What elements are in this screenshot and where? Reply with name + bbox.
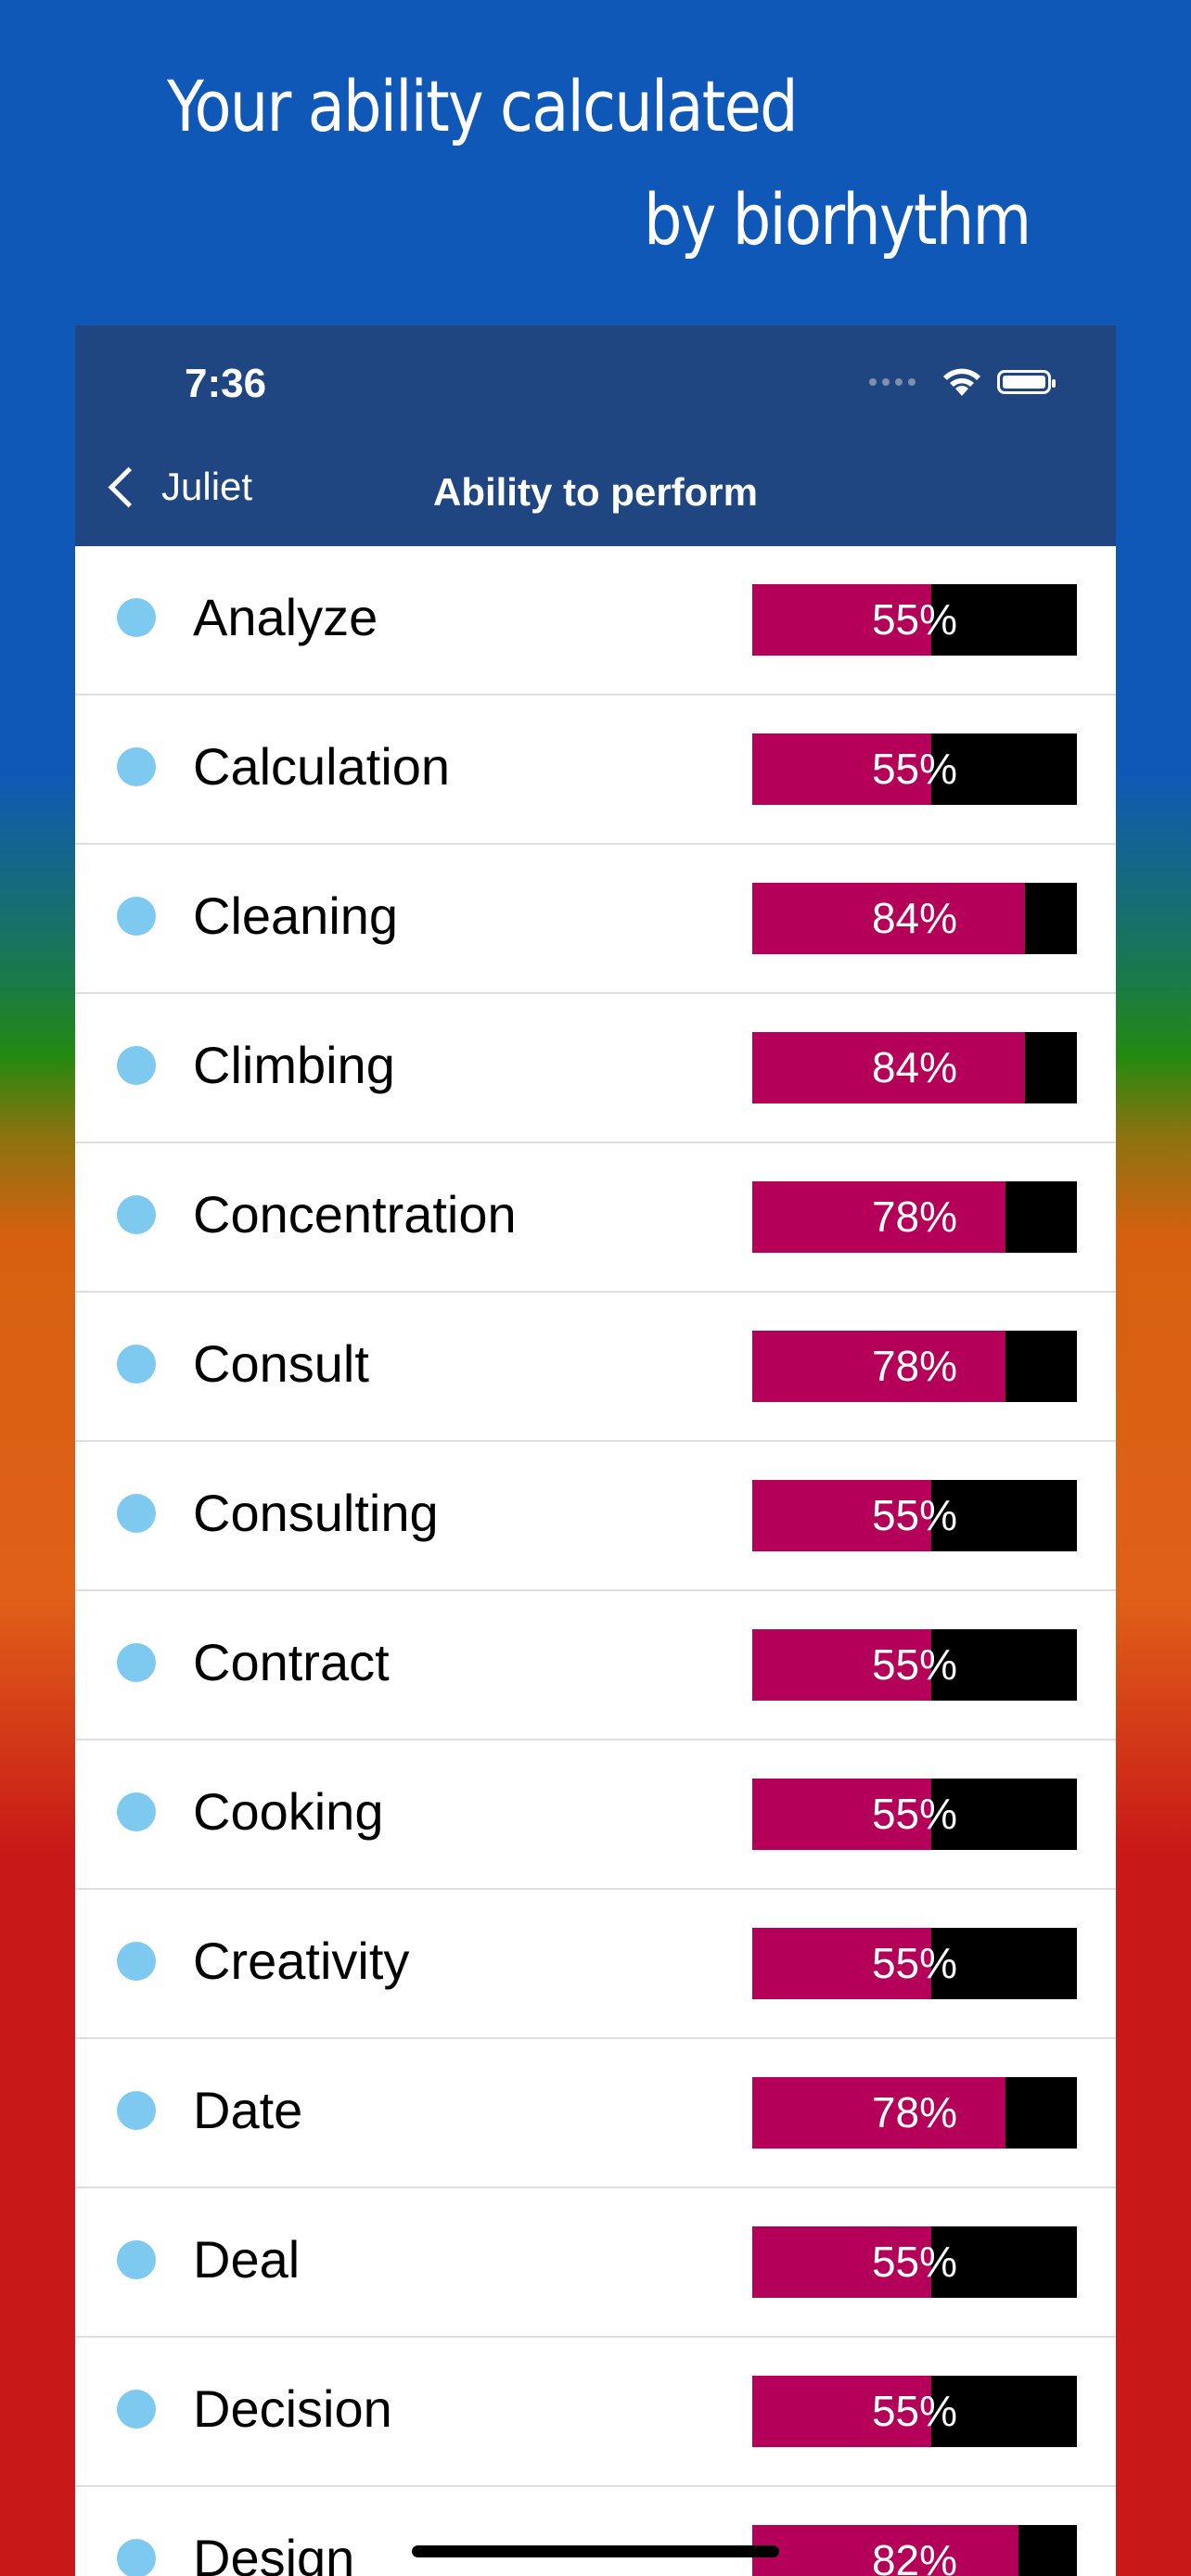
percent-label: 55% bbox=[871, 2238, 958, 2286]
bullet-icon bbox=[117, 897, 156, 936]
percent-label: 55% bbox=[871, 2387, 958, 2435]
progress-fill bbox=[752, 2376, 931, 2447]
ability-progress-bar: 84% bbox=[752, 883, 1077, 954]
bullet-icon bbox=[117, 2390, 156, 2429]
percent-label: 55% bbox=[871, 745, 958, 793]
percent-label: 55% bbox=[871, 1939, 958, 1987]
bullet-icon bbox=[117, 1046, 156, 1085]
ability-name: Contract bbox=[193, 1633, 390, 1691]
ability-progress-bar: 78% bbox=[752, 1331, 1077, 1402]
ability-list: Analyze 55% Calculation 55% Cleaning 84% Climb… bbox=[75, 546, 1116, 2576]
ability-progress-bar: 78% bbox=[752, 1181, 1077, 1253]
list-item[interactable]: Decision 55% bbox=[75, 2338, 1116, 2487]
ability-name: Design bbox=[193, 2529, 355, 2576]
ability-progress-bar: 55% bbox=[752, 2376, 1077, 2447]
back-label: Juliet bbox=[161, 465, 253, 508]
list-item[interactable]: Cleaning 84% bbox=[75, 845, 1116, 994]
progress-fill bbox=[752, 733, 931, 805]
percent-label: 78% bbox=[871, 1192, 958, 1241]
percent-label: 84% bbox=[871, 894, 958, 942]
bullet-icon bbox=[117, 2091, 156, 2130]
ability-progress-bar: 78% bbox=[752, 2077, 1077, 2149]
percent-label: 55% bbox=[871, 1640, 958, 1689]
list-item[interactable]: Deal 55% bbox=[75, 2188, 1116, 2338]
list-item[interactable]: Consulting 55% bbox=[75, 1442, 1116, 1591]
ability-name: Deal bbox=[193, 2230, 301, 2289]
navigation-bar: 7:36 Juliet Ability to perform bbox=[75, 325, 1116, 546]
bullet-icon bbox=[117, 1195, 156, 1234]
ability-name: Consult bbox=[193, 1334, 369, 1393]
progress-fill bbox=[752, 1480, 931, 1551]
ability-name: Creativity bbox=[193, 1932, 410, 1990]
percent-label: 78% bbox=[871, 1342, 958, 1390]
progress-fill bbox=[752, 2226, 931, 2298]
ability-name: Concentration bbox=[193, 1185, 517, 1243]
promo-headline-line2: by biorhythm bbox=[644, 178, 1031, 261]
ability-progress-bar: 55% bbox=[752, 1779, 1077, 1850]
progress-fill bbox=[752, 1331, 1005, 1402]
home-indicator bbox=[412, 2545, 779, 2557]
progress-fill bbox=[752, 2077, 1005, 2149]
progress-fill bbox=[752, 2525, 1018, 2576]
bullet-icon bbox=[117, 2240, 156, 2279]
list-item[interactable]: Creativity 55% bbox=[75, 1890, 1116, 2039]
ability-name: Climbing bbox=[193, 1036, 395, 1094]
list-item[interactable]: Design 82% bbox=[75, 2487, 1116, 2576]
bullet-icon bbox=[117, 598, 156, 637]
list-item[interactable]: Date 78% bbox=[75, 2039, 1116, 2188]
status-time: 7:36 bbox=[185, 361, 267, 406]
list-item[interactable]: Cooking 55% bbox=[75, 1741, 1116, 1890]
percent-label: 55% bbox=[871, 1491, 958, 1539]
percent-label: 84% bbox=[871, 1043, 958, 1091]
back-button[interactable]: Juliet bbox=[103, 465, 252, 509]
ability-name: Calculation bbox=[193, 737, 451, 796]
ability-name: Decision bbox=[193, 2379, 392, 2438]
percent-label: 55% bbox=[871, 595, 958, 644]
ability-progress-bar: 55% bbox=[752, 1928, 1077, 1999]
progress-fill bbox=[752, 584, 931, 656]
battery-icon bbox=[997, 370, 1056, 394]
progress-fill bbox=[752, 1928, 931, 1999]
ability-progress-bar: 55% bbox=[752, 1629, 1077, 1701]
list-item[interactable]: Concentration 78% bbox=[75, 1143, 1116, 1293]
ability-progress-bar: 55% bbox=[752, 584, 1077, 656]
list-item[interactable]: Analyze 55% bbox=[75, 546, 1116, 695]
cellular-signal-icon bbox=[869, 378, 916, 386]
ability-name: Cleaning bbox=[193, 886, 399, 945]
status-icons bbox=[869, 366, 1056, 398]
progress-fill bbox=[752, 1779, 931, 1850]
list-item[interactable]: Consult 78% bbox=[75, 1293, 1116, 1442]
bullet-icon bbox=[117, 1643, 156, 1682]
ability-name: Cooking bbox=[193, 1782, 384, 1841]
percent-label: 78% bbox=[871, 2088, 958, 2136]
bullet-icon bbox=[117, 1345, 156, 1384]
list-item[interactable]: Contract 55% bbox=[75, 1591, 1116, 1741]
list-item[interactable]: Climbing 84% bbox=[75, 994, 1116, 1143]
ability-progress-bar: 55% bbox=[752, 1480, 1077, 1551]
bullet-icon bbox=[117, 1792, 156, 1831]
ability-name: Consulting bbox=[193, 1484, 439, 1542]
list-item[interactable]: Calculation 55% bbox=[75, 695, 1116, 845]
bullet-icon bbox=[117, 2539, 156, 2576]
page-title: Ability to perform bbox=[432, 470, 758, 514]
progress-fill bbox=[752, 1629, 931, 1701]
ability-progress-bar: 55% bbox=[752, 733, 1077, 805]
progress-fill bbox=[752, 1032, 1025, 1103]
ability-progress-bar: 55% bbox=[752, 2226, 1077, 2298]
bullet-icon bbox=[117, 1942, 156, 1981]
bullet-icon bbox=[117, 747, 156, 786]
progress-fill bbox=[752, 883, 1025, 954]
phone-screen: 7:36 Juliet Ability to perform Analyze 55… bbox=[75, 325, 1116, 2576]
percent-label: 55% bbox=[871, 1790, 958, 1838]
progress-fill bbox=[752, 1181, 1005, 1253]
promo-headline-line1: Your ability calculated bbox=[167, 65, 799, 147]
bullet-icon bbox=[117, 1494, 156, 1533]
ability-name: Date bbox=[193, 2081, 303, 2139]
ability-progress-bar: 82% bbox=[752, 2525, 1077, 2576]
wifi-icon bbox=[943, 368, 980, 396]
ability-name: Analyze bbox=[193, 588, 378, 646]
ability-progress-bar: 84% bbox=[752, 1032, 1077, 1103]
percent-label: 82% bbox=[871, 2536, 958, 2576]
